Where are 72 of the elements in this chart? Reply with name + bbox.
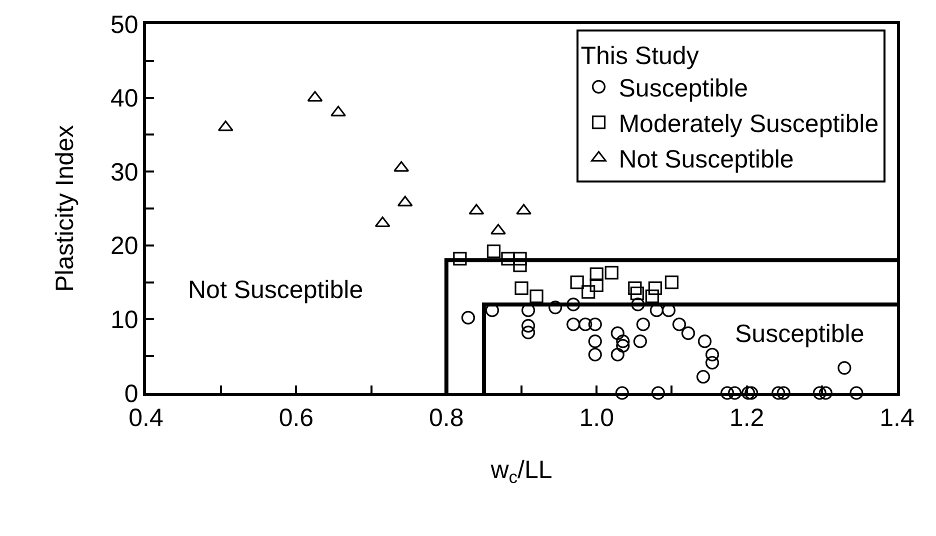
point bbox=[461, 310, 475, 325]
point bbox=[648, 281, 662, 295]
point bbox=[468, 204, 484, 215]
point bbox=[651, 386, 665, 400]
point bbox=[374, 216, 390, 228]
annotation: Susceptible bbox=[735, 320, 864, 348]
point bbox=[521, 326, 536, 340]
point bbox=[588, 334, 602, 348]
point bbox=[631, 298, 645, 312]
point bbox=[812, 386, 826, 400]
x-tick-label: 0.8 bbox=[429, 404, 464, 432]
point bbox=[698, 334, 712, 348]
point bbox=[705, 348, 720, 362]
x-tick-label: 1.0 bbox=[579, 404, 614, 432]
point bbox=[645, 290, 659, 304]
legend-label: Moderately Susceptible bbox=[618, 110, 879, 138]
point bbox=[514, 281, 528, 295]
point bbox=[664, 276, 678, 290]
point bbox=[772, 386, 786, 400]
point bbox=[530, 290, 544, 304]
point bbox=[588, 348, 602, 362]
point bbox=[590, 267, 604, 281]
point bbox=[720, 386, 734, 400]
point bbox=[630, 286, 644, 300]
point bbox=[578, 318, 592, 332]
legend-label: Susceptible bbox=[618, 74, 748, 103]
x-axis-title: w$_{c}$/LL bbox=[490, 456, 552, 487]
x-tick-label: 0.6 bbox=[278, 404, 314, 432]
point bbox=[521, 319, 536, 333]
point bbox=[633, 334, 647, 348]
point bbox=[548, 300, 562, 314]
point bbox=[616, 334, 630, 348]
point bbox=[610, 348, 624, 362]
legend-label: Not Susceptible bbox=[618, 146, 794, 174]
legend-title: This Study bbox=[580, 42, 700, 70]
point bbox=[566, 318, 580, 332]
annotation: Not Susceptible bbox=[188, 276, 364, 304]
point bbox=[453, 252, 467, 266]
point bbox=[604, 266, 618, 280]
point bbox=[501, 252, 515, 266]
point bbox=[330, 106, 346, 116]
point bbox=[610, 326, 624, 340]
x-tick-label: 1.2 bbox=[729, 404, 764, 432]
point bbox=[588, 318, 602, 332]
point bbox=[513, 252, 527, 266]
point bbox=[590, 278, 604, 292]
point bbox=[838, 361, 852, 375]
point bbox=[728, 386, 742, 400]
point bbox=[616, 338, 630, 353]
point bbox=[516, 204, 532, 215]
y-axis-title: Plasticity Index bbox=[51, 124, 80, 292]
y-tick-label: 50 bbox=[110, 10, 138, 39]
y-tick-label: 40 bbox=[110, 84, 138, 113]
y-tick-label: 10 bbox=[110, 306, 138, 334]
point bbox=[570, 276, 584, 290]
point bbox=[705, 356, 720, 370]
point bbox=[486, 244, 501, 258]
point bbox=[696, 370, 710, 384]
point bbox=[582, 285, 596, 299]
x-tick-label: 1.4 bbox=[880, 404, 914, 432]
point bbox=[850, 386, 864, 400]
point bbox=[818, 386, 832, 400]
point bbox=[742, 386, 756, 400]
y-tick-label: 20 bbox=[110, 232, 138, 260]
point bbox=[628, 281, 642, 295]
point bbox=[776, 386, 790, 400]
point bbox=[681, 326, 696, 340]
point bbox=[672, 318, 686, 332]
point bbox=[615, 386, 629, 400]
point bbox=[636, 318, 650, 332]
y-tick-label: 30 bbox=[110, 158, 138, 186]
point bbox=[566, 298, 580, 312]
